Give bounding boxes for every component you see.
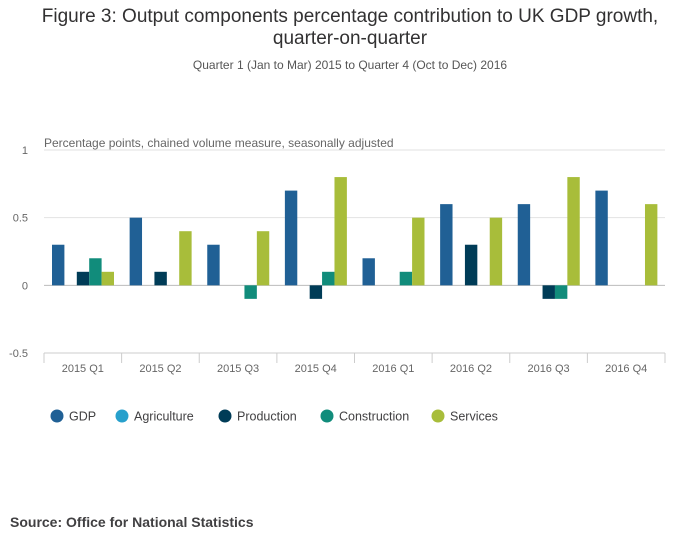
- legend-marker: [431, 409, 445, 423]
- bar-production: [542, 285, 555, 299]
- legend: GDP Agriculture Production Construction Serv…: [50, 409, 498, 424]
- bar-construction: [322, 271, 335, 286]
- bar-production: [464, 244, 478, 286]
- legend-item-gdp[interactable]: GDP: [50, 409, 97, 424]
- bar-services: [412, 217, 425, 286]
- chart-subtitle: Quarter 1 (Jan to Mar) 2015 to Quarter 4…: [192, 58, 508, 72]
- x-tick-label: 2016 Q1: [372, 363, 414, 375]
- bar-gdp: [595, 190, 608, 286]
- y-tick-label: 0.5: [13, 213, 28, 225]
- bar-services: [644, 204, 658, 286]
- bar-gdp: [362, 258, 375, 286]
- x-tick-label: 2016 Q2: [450, 363, 492, 375]
- legend-item-services[interactable]: Services: [431, 409, 498, 424]
- bar-production: [76, 271, 90, 286]
- y-tick-label: -0.5: [9, 348, 28, 360]
- bars: [52, 177, 658, 299]
- x-tick-label: 2015 Q1: [62, 363, 104, 375]
- legend-label: Services: [450, 410, 498, 424]
- legend-label: GDP: [69, 410, 96, 424]
- x-tick-label: 2016 Q3: [527, 363, 569, 375]
- legend-label: Production: [237, 410, 297, 424]
- bar-construction: [554, 285, 568, 299]
- chart-title: Figure 3: Output components percentage c…: [0, 6, 700, 50]
- bar-services: [256, 231, 270, 286]
- bar-services: [489, 217, 503, 286]
- legend-item-agriculture[interactable]: Agriculture: [115, 409, 194, 424]
- y-axis-ticks: 1 0.5 0 -0.5: [9, 145, 28, 360]
- legend-label: Construction: [339, 410, 409, 424]
- bar-construction: [244, 285, 257, 299]
- bar-gdp: [440, 204, 453, 286]
- x-tick-label: 2015 Q4: [295, 363, 337, 375]
- legend-marker: [320, 409, 334, 423]
- bar-gdp: [207, 244, 220, 286]
- bar-gdp: [284, 190, 298, 286]
- chart-title-line-1: Figure 3: Output components percentage c…: [41, 6, 659, 27]
- legend-marker: [115, 409, 129, 423]
- bar-gdp: [129, 217, 143, 286]
- bar-gdp: [52, 244, 65, 286]
- bar-gdp: [517, 204, 531, 286]
- y-axis-label: Percentage points, chained volume measur…: [44, 136, 394, 150]
- x-tick-label: 2015 Q2: [139, 363, 181, 375]
- y-tick-label: 1: [22, 145, 28, 157]
- bar-production: [309, 285, 323, 299]
- x-tick-label: 2015 Q3: [217, 363, 259, 375]
- x-tick-label: 2016 Q4: [605, 363, 647, 375]
- legend-item-construction[interactable]: Construction: [320, 409, 410, 424]
- legend-label: Agriculture: [134, 410, 194, 424]
- bar-construction: [399, 271, 413, 286]
- bar-services: [101, 271, 114, 286]
- x-axis: 2015 Q1 2015 Q2 2015 Q3 2015 Q4 2016 Q1 2016 …: [43, 352, 666, 375]
- legend-item-production[interactable]: Production: [218, 409, 297, 424]
- legend-marker: [218, 409, 232, 423]
- source-note: Source: Office for National Statistics: [10, 514, 254, 530]
- bar-services: [334, 177, 347, 286]
- bar-services: [179, 231, 192, 286]
- bar-services: [567, 177, 580, 286]
- bar-production: [154, 271, 167, 286]
- legend-marker: [50, 409, 64, 423]
- y-tick-label: 0: [22, 280, 28, 292]
- chart-title-line-2: quarter-on-quarter: [272, 28, 428, 49]
- bar-construction: [89, 258, 102, 286]
